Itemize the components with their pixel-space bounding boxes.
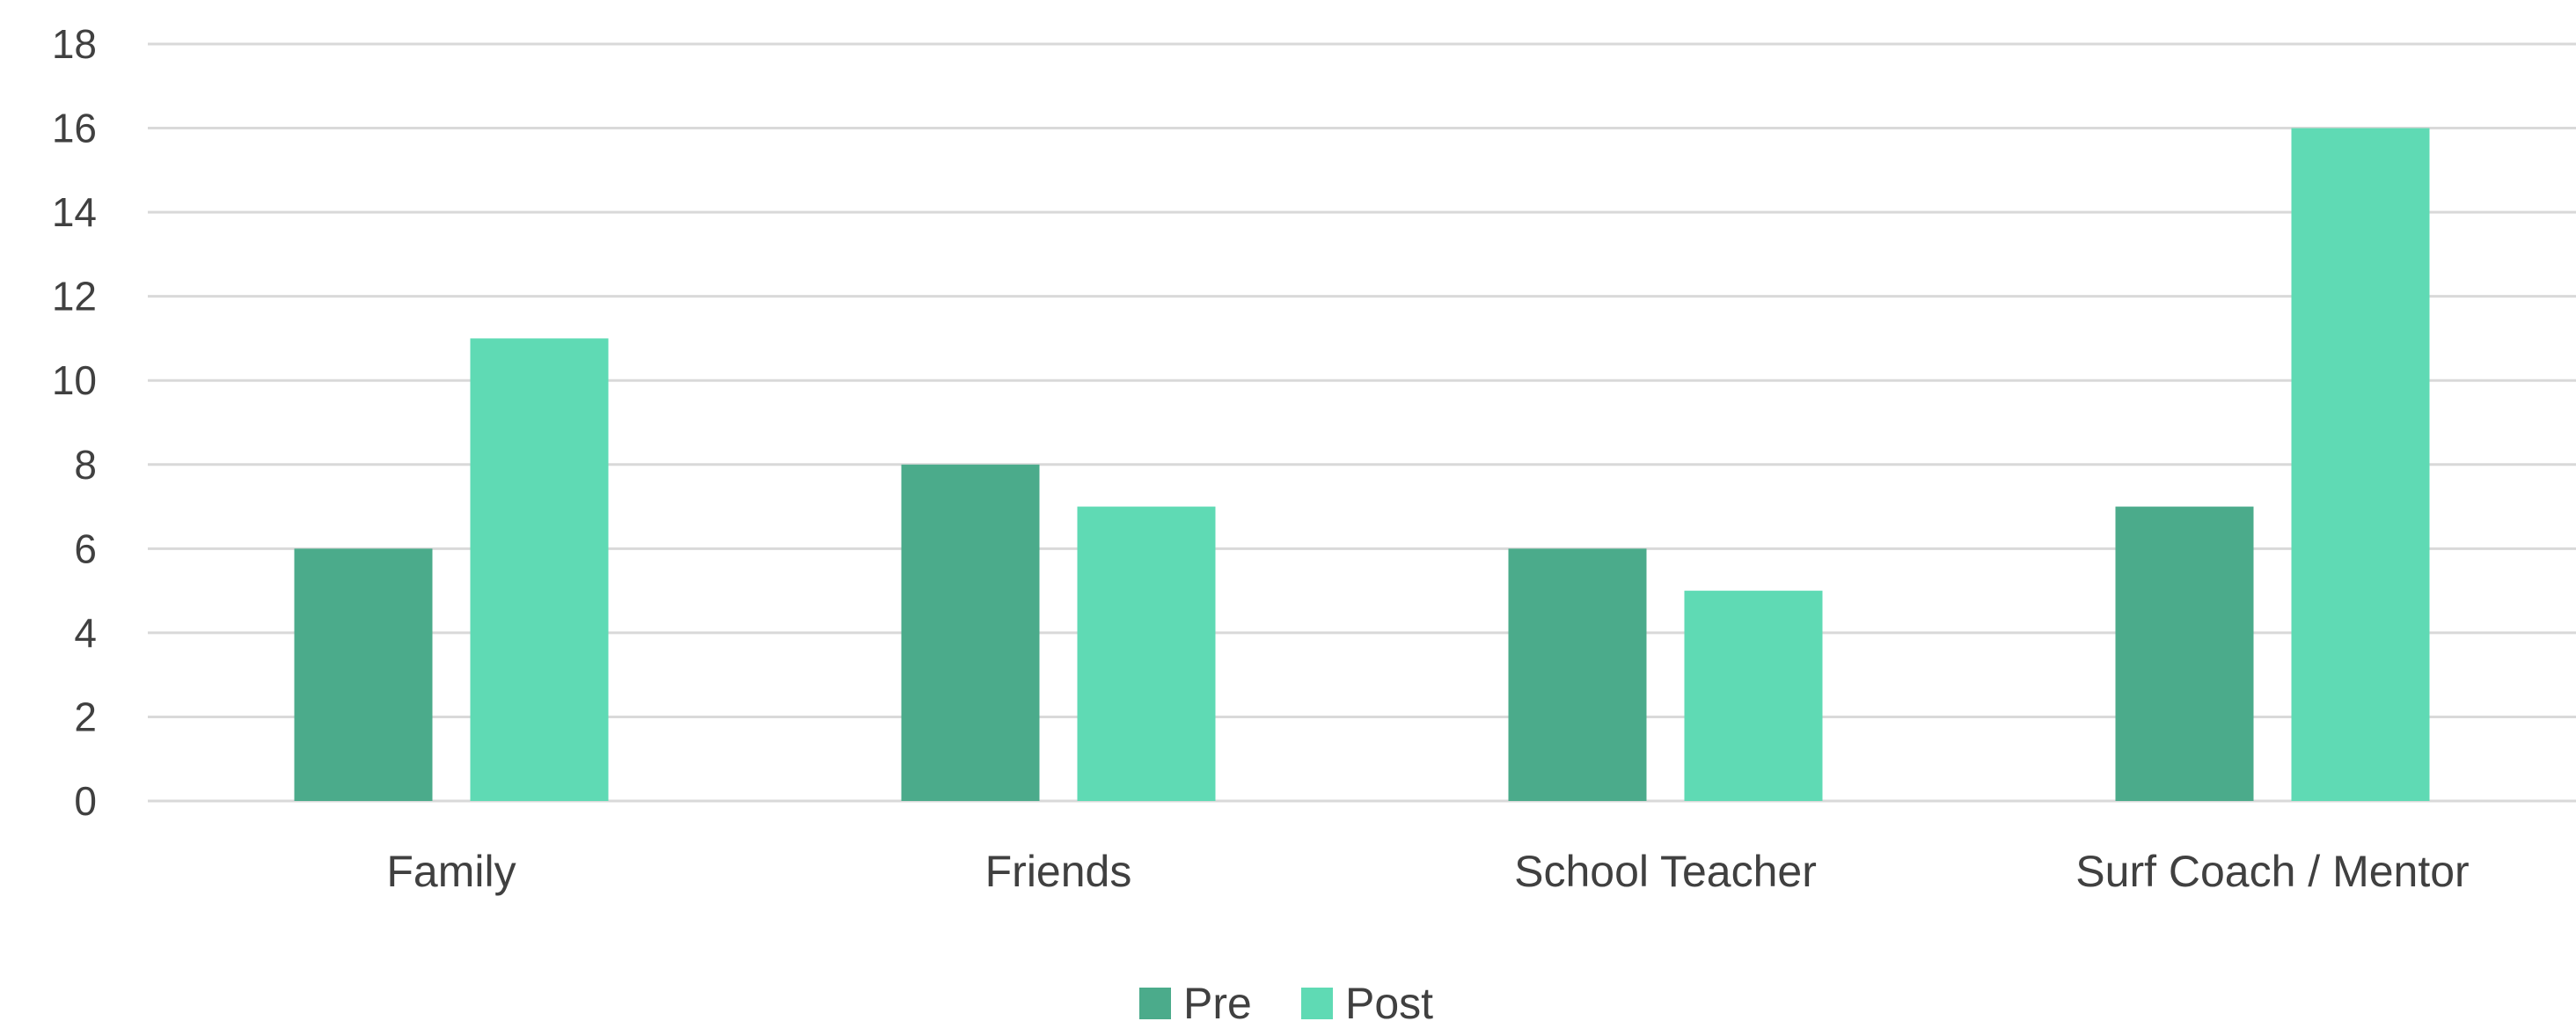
y-tick-label: 12: [52, 274, 97, 320]
y-tick-label: 10: [52, 357, 97, 403]
y-axis-ticks: 0 2 4 6 8 10 12 14 16 18: [52, 21, 97, 824]
y-tick-label: 8: [74, 442, 97, 488]
y-tick-label: 2: [74, 694, 97, 739]
y-tick-label: 14: [52, 189, 97, 235]
legend-swatch-pre: [1139, 988, 1171, 1019]
bar-pre: [294, 548, 433, 801]
bar-post: [1684, 591, 1823, 801]
y-tick-label: 4: [74, 610, 97, 656]
bar-pre: [901, 464, 1040, 801]
bars: [294, 128, 2430, 802]
legend-swatch-post: [1301, 988, 1333, 1019]
y-tick-label: 6: [74, 525, 97, 571]
x-category-label: School Teacher: [1514, 847, 1817, 896]
y-tick-label: 16: [52, 106, 97, 151]
x-category-label: Surf Coach / Mentor: [2075, 847, 2469, 896]
legend-label-pre: Pre: [1183, 979, 1252, 1028]
x-axis-categories: Family Friends School Teacher Surf Coach / …: [386, 847, 2469, 896]
legend-label-post: Post: [1345, 979, 1433, 1028]
bar-post: [2291, 128, 2430, 802]
x-category-label: Friends: [985, 847, 1132, 896]
bar-pre: [2115, 506, 2254, 801]
y-tick-label: 18: [52, 21, 97, 67]
bar-pre: [1508, 548, 1647, 801]
bar-post: [470, 338, 609, 801]
bar-post: [1077, 506, 1216, 801]
legend: Pre Post: [1139, 979, 1433, 1028]
x-category-label: Family: [386, 847, 516, 896]
y-tick-label: 0: [74, 778, 97, 824]
